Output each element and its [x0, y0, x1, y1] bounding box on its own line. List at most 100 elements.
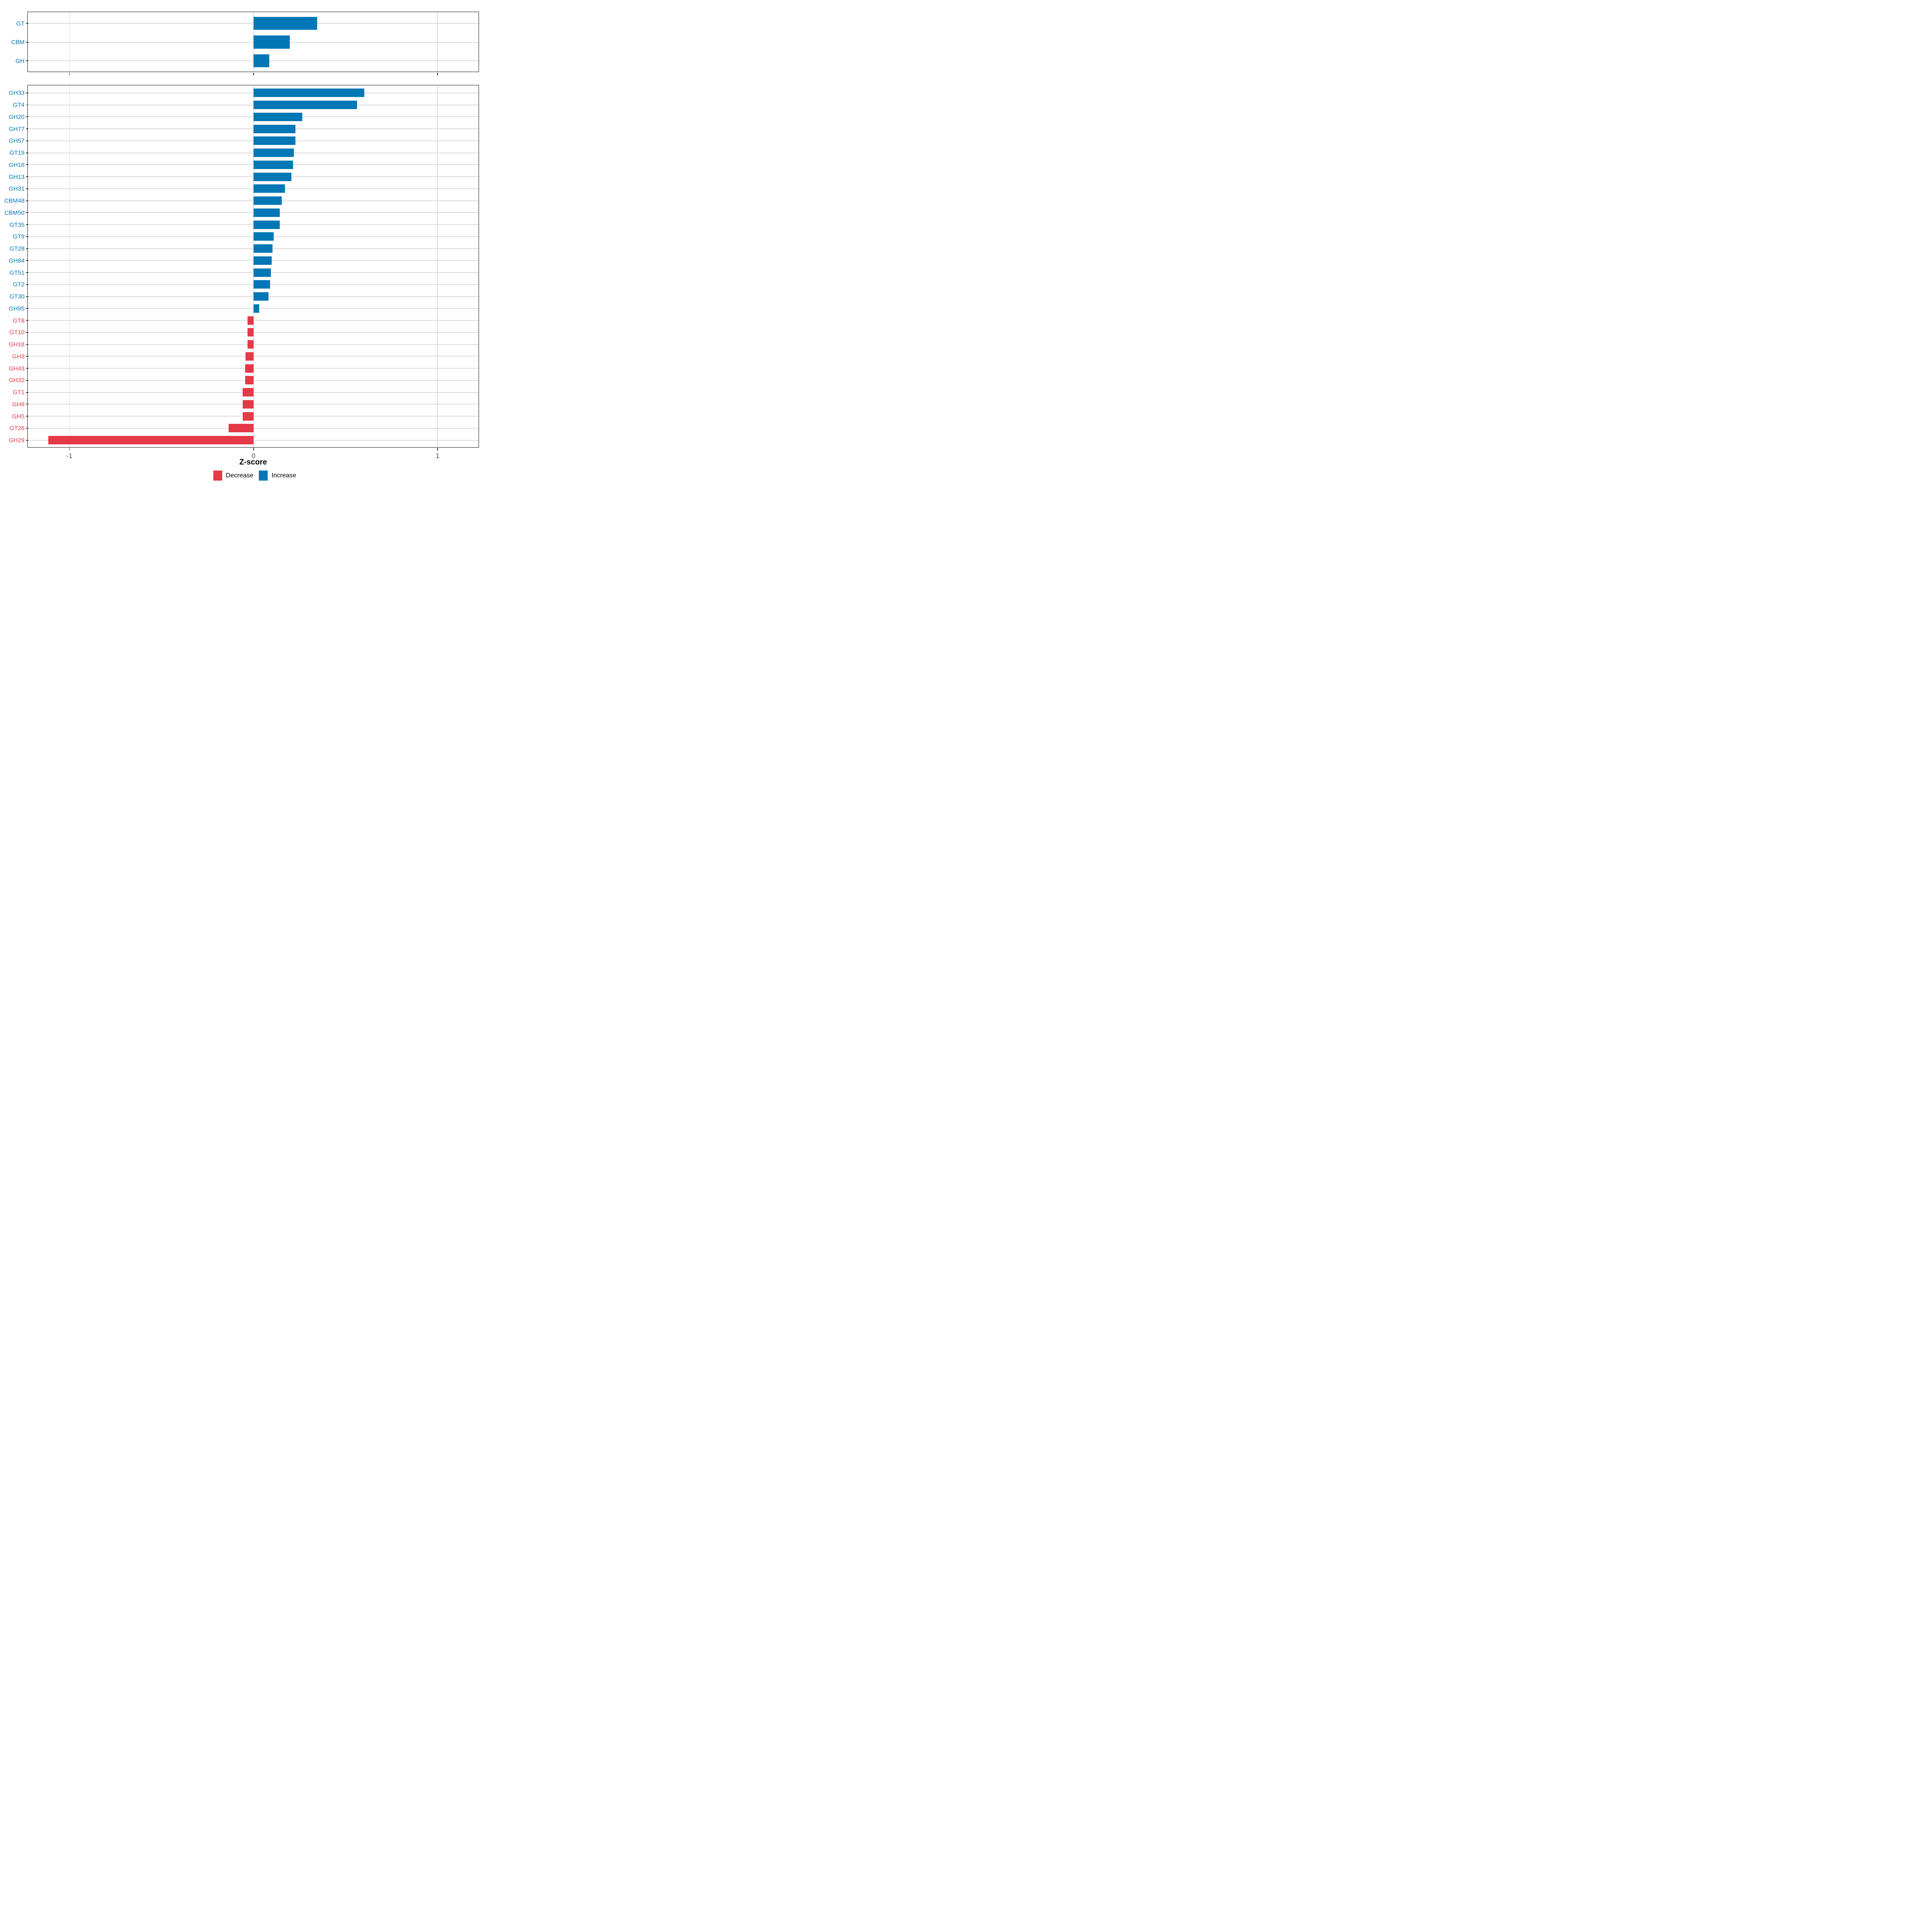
y-tick: [26, 356, 28, 357]
bar-gh: [253, 54, 269, 68]
bar-gt30: [253, 292, 269, 301]
legend-key-decrease-swatch: [213, 471, 223, 481]
y-tick-label-cbm48: CBM48: [4, 197, 25, 204]
y-tick-label-cbm: CBM: [11, 39, 25, 46]
y-tick: [26, 23, 28, 24]
bar-gt9: [253, 232, 274, 241]
y-tick-label-gh43: GH43: [8, 365, 25, 372]
gridline-horizontal: [28, 392, 479, 393]
y-tick-label-gh9: GH9: [12, 401, 25, 408]
bar-gt8: [248, 316, 254, 325]
bar-gh13: [253, 172, 291, 181]
legend-label-decrease: Decrease: [226, 472, 254, 479]
gridline-horizontal: [28, 320, 479, 321]
y-tick: [26, 308, 28, 309]
y-tick: [26, 60, 28, 62]
bar-gh5: [243, 412, 254, 421]
y-tick: [26, 296, 28, 297]
bar-gh18: [247, 340, 254, 349]
y-tick-label-gh32: GH32: [8, 377, 25, 384]
bar-gh9: [243, 400, 254, 409]
bar-cbm50: [253, 208, 280, 217]
gridline-horizontal: [28, 416, 479, 417]
y-tick: [26, 344, 28, 345]
bar-gt19: [253, 149, 294, 157]
gridline-horizontal: [28, 356, 479, 357]
y-tick-label-gt4: GT4: [12, 101, 25, 109]
gridline-vertical: [437, 86, 438, 448]
bottom-panel: [28, 86, 479, 448]
y-tick: [26, 236, 28, 237]
y-tick: [26, 272, 28, 273]
bar-gt4: [253, 101, 357, 109]
y-tick-label-gh: GH: [15, 58, 25, 65]
y-tick: [26, 440, 28, 441]
y-tick: [26, 164, 28, 165]
y-tick-label-gh13: GH13: [8, 173, 25, 181]
gridline-horizontal: [28, 344, 479, 345]
y-tick: [26, 320, 28, 321]
gridline-horizontal: [28, 368, 479, 369]
y-tick: [26, 140, 28, 141]
gridline-horizontal: [28, 332, 479, 333]
bar-gh3: [245, 352, 254, 361]
y-tick: [26, 260, 28, 261]
y-tick-label-gt26: GT26: [9, 425, 25, 432]
bar-gh29: [48, 436, 254, 445]
y-tick: [26, 224, 28, 225]
y-tick: [26, 380, 28, 381]
y-tick: [26, 332, 28, 333]
y-tick: [26, 284, 28, 285]
gridline-horizontal: [28, 427, 479, 429]
y-tick-label-gt51: GT51: [9, 269, 25, 277]
y-tick: [26, 404, 28, 405]
y-tick-label-gh16: GH16: [8, 161, 25, 169]
x-tick-label: 0: [252, 452, 256, 460]
y-tick-label-gh77: GH77: [8, 126, 25, 133]
bar-gt28: [253, 244, 272, 253]
y-tick: [26, 427, 28, 429]
x-tick: [437, 72, 438, 75]
bar-cbm: [253, 35, 290, 49]
bar-gh77: [253, 124, 296, 133]
x-tick-label: -1: [66, 452, 72, 460]
y-tick-label-gt8: GT8: [12, 317, 25, 324]
y-tick-label-gh57: GH57: [8, 137, 25, 144]
bar-gh33: [253, 89, 364, 97]
legend: Decrease Increase: [213, 471, 296, 481]
y-tick-label-gh29: GH29: [8, 437, 25, 444]
y-tick-label-gh5: GH5: [12, 413, 25, 420]
y-tick-label-gt9: GT9: [12, 233, 25, 240]
bar-gh31: [253, 184, 285, 193]
bar-gt51: [253, 268, 271, 277]
y-tick: [26, 176, 28, 177]
bar-gh16: [253, 160, 293, 169]
y-tick: [26, 212, 28, 213]
y-tick-label-gt2: GT2: [12, 281, 25, 288]
y-tick-label-gh95: GH95: [8, 305, 25, 312]
legend-key-increase-swatch: [259, 471, 268, 481]
y-tick: [26, 116, 28, 118]
y-tick-label-gt35: GT35: [9, 221, 25, 229]
x-axis-title: Z-score: [239, 458, 267, 466]
y-tick-label-gt10: GT10: [9, 329, 25, 336]
bar-gh20: [253, 112, 302, 121]
x-tick-label: 1: [436, 452, 440, 460]
y-tick-label-gh31: GH31: [8, 185, 25, 192]
y-tick-label-gt28: GT28: [9, 245, 25, 252]
y-tick: [26, 416, 28, 417]
bar-gh95: [253, 304, 259, 313]
y-tick-label-gh33: GH33: [8, 89, 25, 97]
legend-label-increase: Increase: [271, 472, 296, 479]
gridline-vertical: [253, 86, 254, 448]
y-tick: [26, 368, 28, 369]
bar-gt26: [228, 424, 254, 433]
y-tick-label-gt1: GT1: [12, 389, 25, 396]
y-tick: [26, 188, 28, 189]
y-tick: [26, 200, 28, 201]
y-tick-label-gt: GT: [16, 20, 25, 27]
bar-gt2: [253, 280, 270, 289]
y-tick: [26, 248, 28, 249]
gridline-horizontal: [28, 440, 479, 441]
bar-gh57: [253, 136, 295, 145]
